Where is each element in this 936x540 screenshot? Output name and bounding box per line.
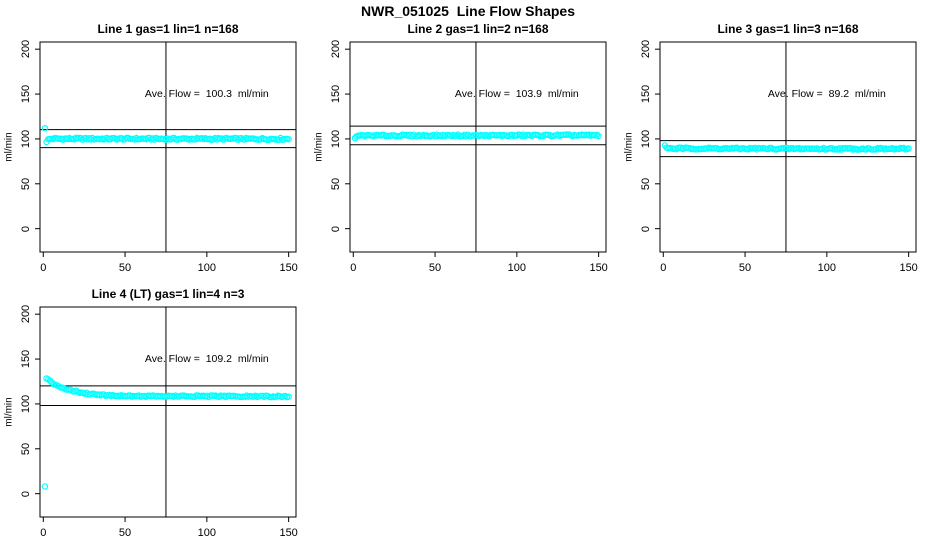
x-tick-label: 50 (118, 527, 132, 539)
data-point (41, 124, 49, 132)
x-tick-label: 100 (197, 527, 217, 539)
y-tick-label: 0 (330, 225, 342, 232)
x-tick-label: 150 (899, 262, 918, 274)
y-tick-label: 150 (330, 84, 342, 104)
data-points (41, 375, 292, 490)
plot-area (655, 41, 917, 257)
data-point (46, 377, 54, 384)
data-points (41, 124, 292, 146)
x-tick-label: 50 (428, 262, 442, 274)
y-tick-label: 50 (330, 177, 342, 190)
data-point (905, 145, 912, 152)
x-tick-label: 100 (507, 262, 527, 274)
x-tick-label: 0 (40, 262, 47, 274)
x-tick-label: 150 (279, 262, 298, 274)
y-tick-label: 100 (20, 129, 32, 149)
subplot-line-2: Line 2 gas=1 lin=2 n=168 ml/min Ave. Flo… (310, 20, 626, 280)
x-tick-label: 50 (118, 262, 132, 274)
subplot-title: Line 1 gas=1 lin=1 n=168 (97, 22, 239, 36)
y-tick-label: 100 (330, 129, 342, 149)
x-tick-label: 100 (817, 262, 837, 274)
data-points (351, 131, 602, 142)
data-point (285, 135, 292, 143)
x-tick-label: 50 (738, 262, 752, 274)
y-tick-label: 50 (20, 177, 32, 190)
average-flow-annotation: Ave. Flow = 103.9 ml/min (454, 88, 579, 101)
plot-frame (39, 41, 297, 253)
data-points (661, 142, 912, 153)
data-point (285, 393, 292, 400)
subplot-line-1: Line 1 gas=1 lin=1 n=168 ml/min Ave. Flo… (0, 20, 316, 280)
data-point (41, 483, 49, 490)
subplot-title: Line 2 gas=1 lin=2 n=168 (407, 22, 549, 36)
subplot-line-3: Line 3 gas=1 lin=3 n=168 ml/min Ave. Flo… (620, 20, 936, 280)
data-point (351, 134, 359, 142)
y-tick-label: 100 (640, 129, 652, 149)
average-flow-annotation: Ave. Flow = 100.3 ml/min (144, 88, 269, 101)
y-tick-label: 200 (20, 304, 32, 324)
plot-frame (659, 41, 917, 253)
subplot-title: Line 3 gas=1 lin=3 n=168 (717, 22, 859, 36)
y-tick-label: 50 (20, 442, 32, 455)
y-tick-label: 0 (640, 225, 652, 232)
figure-title: NWR_051025 Line Flow Shapes (361, 3, 575, 19)
y-tick-label: 100 (20, 394, 32, 414)
y-tick-label: 0 (20, 490, 32, 497)
average-flow-annotation: Ave. Flow = 109.2 ml/min (144, 353, 269, 366)
y-tick-label: 200 (640, 39, 652, 59)
x-tick-label: 100 (197, 262, 217, 274)
data-point (661, 142, 669, 149)
plot-area (35, 306, 297, 522)
y-tick-label: 0 (20, 225, 32, 232)
y-tick-label: 150 (20, 84, 32, 104)
x-tick-label: 0 (660, 262, 667, 274)
x-tick-label: 0 (350, 262, 357, 274)
y-tick-label: 50 (640, 177, 652, 190)
plot-area (35, 41, 297, 257)
y-tick-label: 200 (20, 39, 32, 59)
subplot-title: Line 4 (LT) gas=1 lin=4 n=3 (91, 287, 245, 301)
y-tick-label: 150 (20, 349, 32, 369)
plot-frame (349, 41, 607, 253)
y-tick-label: 200 (330, 39, 342, 59)
average-flow-annotation: Ave. Flow = 89.2 ml/min (767, 88, 886, 101)
x-tick-label: 150 (589, 262, 608, 274)
subplot-line-4: Line 4 (LT) gas=1 lin=4 n=3 ml/min Ave. … (0, 285, 316, 540)
x-tick-label: 0 (40, 527, 47, 539)
x-tick-label: 150 (279, 527, 298, 539)
plot-area (345, 41, 607, 257)
y-tick-label: 150 (640, 84, 652, 104)
plot-frame (39, 306, 297, 518)
data-point (595, 132, 602, 140)
